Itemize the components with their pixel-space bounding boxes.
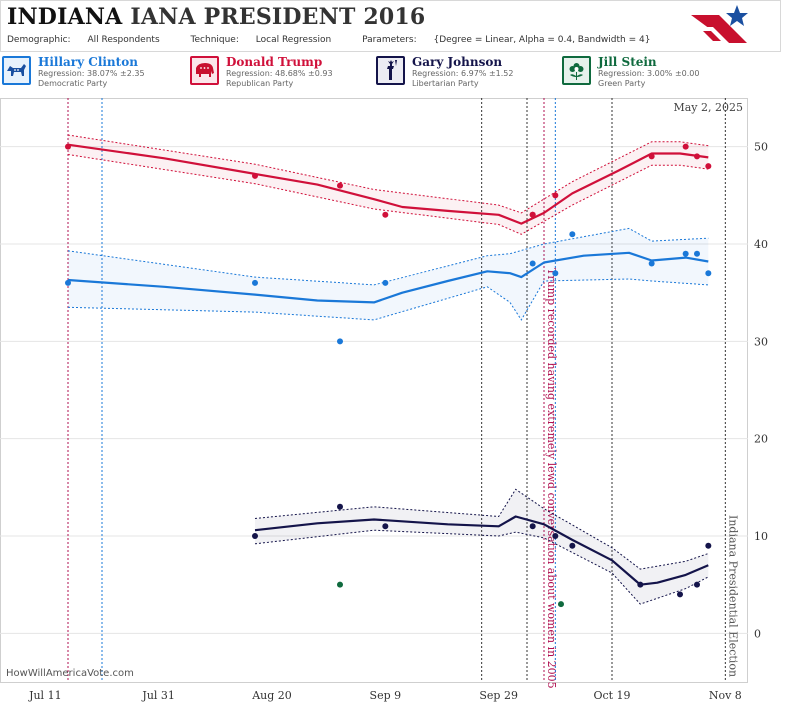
x-tick-label: Aug 20 — [251, 689, 292, 702]
title-rest: IANA PRESIDENT 2016 — [130, 4, 426, 30]
hillary-clinton-poll-point — [705, 270, 712, 277]
gary-johnson-poll-point — [694, 581, 700, 588]
gary-johnson-poll-point — [252, 533, 258, 539]
x-tick-label: Sep 29 — [479, 689, 518, 702]
candidate-name: Jill Stein — [598, 55, 657, 69]
donald-trump-poll-point — [337, 182, 343, 189]
y-tick-label: 20 — [754, 433, 768, 446]
gary-johnson-poll-point — [529, 523, 536, 530]
site-logo-icon — [691, 5, 748, 43]
hillary-clinton-poll-point — [648, 260, 655, 267]
jill-stein-poll-point — [337, 581, 343, 588]
page-title: INDIANA IANA PRESIDENT 2016 — [7, 4, 425, 30]
parameters-value: {Degree = Linear, Alpha = 0.4, Bandwidth… — [433, 35, 651, 45]
y-tick-label: 40 — [754, 238, 768, 251]
donald-trump-poll-point — [552, 192, 559, 199]
hillary-clinton-band-upper — [67, 227, 709, 286]
date-label: May 2, 2025 — [673, 101, 743, 114]
gary-johnson-poll-point — [677, 591, 683, 598]
gary-johnson-band — [255, 489, 709, 605]
poll-chart: 0 10 20 30 40 50 Jul 11 Jul 31 Aug 20 Sep 9 Sep 29… — [0, 98, 768, 702]
legend-item-clinton[interactable]: Hillary Clinton Regression: 38.07% ±2.35… — [0, 53, 186, 91]
donald-trump-band-upper — [67, 134, 709, 214]
legend-item-stein[interactable]: Jill Stein Regression: 3.00% ±0.00 Green… — [560, 53, 746, 91]
event-label: Trump recorded having extremely lewd con… — [545, 268, 558, 689]
event-label: Indiana Presidential Election — [726, 515, 739, 677]
flower-icon — [562, 56, 591, 85]
hillary-clinton-poll-point — [65, 279, 71, 286]
donald-trump-poll-point — [252, 172, 258, 179]
jill-stein-poll-point — [558, 601, 564, 608]
parameters-line: Demographic: All Respondents Technique: … — [7, 35, 678, 45]
gary-johnson-band-upper — [254, 488, 709, 570]
donald-trump-trend-line — [67, 143, 709, 225]
candidate-name: Donald Trump — [226, 55, 323, 69]
donald-trump-poll-point — [529, 211, 536, 218]
plot-frame — [0, 98, 748, 683]
gary-johnson-poll-point — [382, 523, 389, 530]
hillary-clinton-poll-point — [552, 270, 559, 277]
hillary-clinton-poll-point — [682, 250, 689, 257]
hillary-clinton-poll-point — [694, 250, 700, 257]
candidate-regression: Regression: 3.00% ±0.00 — [598, 69, 700, 78]
state-name: INDIANA — [7, 4, 123, 30]
gary-johnson-trend-line — [254, 515, 709, 586]
candidate-regression: Regression: 48.68% ±0.93 — [226, 69, 333, 78]
candidate-party: Democratic Party — [38, 79, 108, 88]
donald-trump-poll-point — [682, 143, 689, 150]
candidate-party: Green Party — [598, 79, 646, 88]
demographic-label: Demographic: — [7, 35, 71, 45]
donald-trump-poll-point — [705, 163, 712, 170]
hillary-clinton-poll-point — [569, 231, 576, 238]
candidate-party: Libertarian Party — [412, 79, 479, 88]
x-tick-label: Nov 8 — [709, 689, 742, 702]
y-tick-label: 50 — [754, 141, 768, 154]
gary-johnson-poll-point — [637, 581, 644, 588]
donald-trump-band-lower — [67, 154, 709, 235]
gary-johnson-band-lower — [254, 529, 709, 605]
technique-value: Local Regression — [255, 35, 332, 45]
candidate-regression: Regression: 6.97% ±1.52 — [412, 69, 514, 78]
x-tick-label: Jul 31 — [141, 689, 175, 702]
gary-johnson-poll-point — [569, 542, 576, 549]
hillary-clinton-poll-point — [252, 279, 258, 286]
donald-trump-poll-point — [65, 143, 71, 150]
hillary-clinton-poll-point — [529, 260, 536, 267]
x-tick-label: Oct 19 — [593, 689, 630, 702]
candidate-name: Hillary Clinton — [38, 55, 138, 69]
demographic-value: All Respondents — [87, 35, 160, 45]
hillary-clinton-poll-point — [337, 338, 343, 345]
credit-text: HowWillAmericaVote.com — [6, 668, 134, 679]
candidate-regression: Regression: 38.07% ±2.35 — [38, 69, 145, 78]
candidate-party: Republican Party — [226, 79, 294, 88]
gary-johnson-poll-point — [705, 542, 712, 549]
donald-trump-poll-point — [648, 153, 655, 160]
donald-trump-poll-point — [382, 211, 389, 218]
candidate-legend: Hillary Clinton Regression: 38.07% ±2.35… — [0, 53, 789, 93]
technique-label: Technique: — [190, 35, 239, 45]
legend-item-trump[interactable]: Donald Trump Regression: 48.68% ±0.93 Re… — [188, 53, 374, 91]
candidate-name: Gary Johnson — [412, 55, 503, 69]
y-tick-label: 0 — [754, 627, 761, 640]
elephant-icon — [190, 56, 219, 85]
hillary-clinton-poll-point — [382, 279, 389, 286]
donald-trump-poll-point — [694, 153, 700, 160]
hillary-clinton-trend-line — [67, 251, 709, 304]
parameters-label: Parameters: — [362, 35, 417, 45]
header-bar: INDIANA IANA PRESIDENT 2016 Demographic: … — [0, 0, 781, 52]
y-tick-label: 30 — [754, 335, 768, 348]
gary-johnson-poll-point — [552, 533, 559, 539]
legend-item-johnson[interactable]: Gary Johnson Regression: 6.97% ±1.52 Lib… — [374, 53, 560, 91]
donkey-icon — [2, 56, 31, 85]
x-tick-label: Sep 9 — [370, 689, 402, 702]
x-tick-label: Jul 11 — [28, 689, 62, 702]
hillary-clinton-band — [68, 228, 709, 320]
statue-of-liberty-icon — [376, 56, 405, 85]
gary-johnson-poll-point — [337, 503, 343, 510]
y-tick-label: 10 — [754, 530, 768, 543]
